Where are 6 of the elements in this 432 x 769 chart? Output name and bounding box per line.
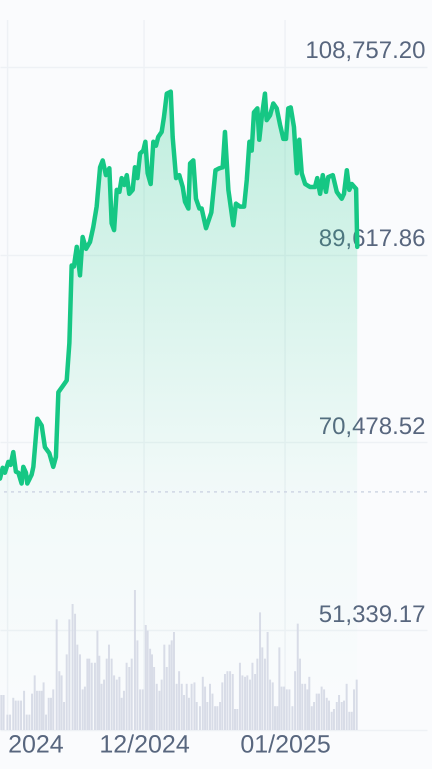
x-tick-label: 01/2025 <box>240 730 331 758</box>
x-tick-label: 12/2024 <box>99 730 190 758</box>
y-tick-label: 51,339.17 <box>318 600 426 628</box>
y-tick-label: 70,478.52 <box>318 412 426 440</box>
y-tick-label: 108,757.20 <box>305 37 426 64</box>
x-tick-label: 2024 <box>8 730 64 758</box>
